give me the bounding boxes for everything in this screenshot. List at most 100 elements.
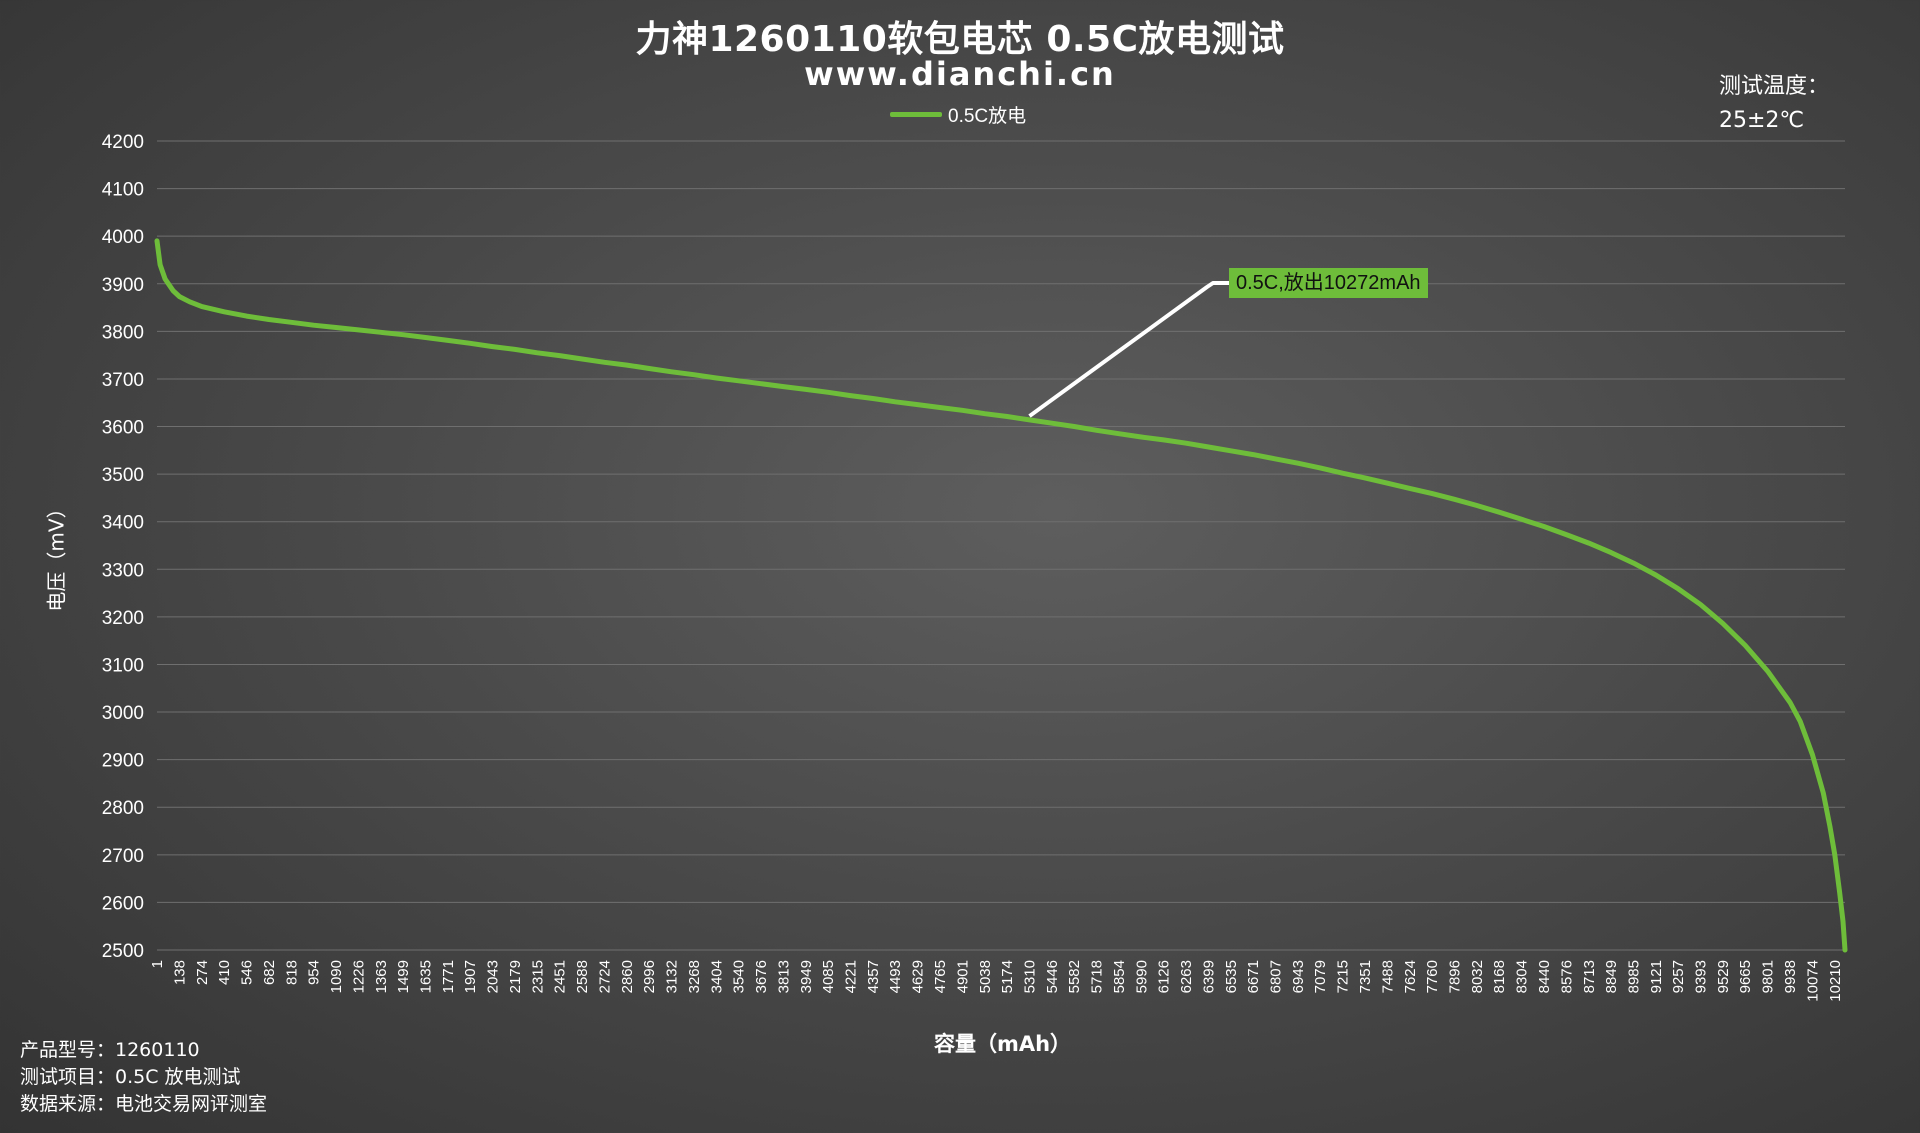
x-tick-label: 10210 bbox=[1827, 960, 1844, 1002]
x-tick-label: 1907 bbox=[462, 960, 479, 993]
y-tick-label: 3100 bbox=[102, 655, 144, 676]
test-temperature: 测试温度： 25±2℃ bbox=[1719, 70, 1829, 138]
info-test-item: 测试项目：0.5C 放电测试 bbox=[20, 1066, 241, 1088]
x-tick-label: 9529 bbox=[1715, 960, 1732, 993]
y-tick-label: 3000 bbox=[102, 703, 144, 724]
y-tick-label: 4000 bbox=[102, 227, 144, 248]
x-tick-label: 2451 bbox=[552, 960, 569, 993]
x-tick-label: 1635 bbox=[418, 960, 435, 993]
chart-subtitle: www.dianchi.cn bbox=[804, 55, 1116, 93]
x-tick-label: 5174 bbox=[999, 960, 1016, 993]
x-tick-label: 4765 bbox=[932, 960, 949, 993]
x-tick-label: 7351 bbox=[1357, 960, 1374, 993]
x-tick-label: 8304 bbox=[1514, 960, 1531, 993]
y-tick-label: 3300 bbox=[102, 560, 144, 581]
y-tick-label: 3600 bbox=[102, 418, 144, 439]
y-tick-label: 3400 bbox=[102, 513, 144, 534]
y-axis-label: 电压（mV） bbox=[44, 498, 69, 612]
x-tick-label: 4085 bbox=[820, 960, 837, 993]
x-tick-label: 3676 bbox=[753, 960, 770, 993]
x-tick-label: 6671 bbox=[1245, 960, 1262, 993]
y-tick-label: 3800 bbox=[102, 322, 144, 343]
y-axis-ticks: 2500 2600 2700 2800 2900 3000 3100 3200 3300 3400… bbox=[102, 132, 144, 962]
x-tick-label: 4901 bbox=[954, 960, 971, 993]
x-tick-label: 9665 bbox=[1737, 960, 1754, 993]
x-tick-label: 682 bbox=[261, 960, 278, 985]
x-tick-label: 2724 bbox=[597, 960, 614, 993]
x-tick-label: 5990 bbox=[1133, 960, 1150, 993]
info-source: 数据来源：电池交易网评测室 bbox=[20, 1093, 268, 1115]
x-tick-label: 5854 bbox=[1111, 960, 1128, 993]
x-tick-label: 138 bbox=[172, 960, 189, 985]
x-tick-label: 7488 bbox=[1379, 960, 1396, 993]
test-temperature-label: 测试温度： bbox=[1719, 74, 1830, 99]
test-temperature-value: 25±2℃ bbox=[1719, 108, 1805, 133]
x-axis-label: 容量（mAh） bbox=[933, 1032, 1072, 1056]
x-tick-label: 5582 bbox=[1066, 960, 1083, 993]
x-tick-label: 6263 bbox=[1178, 960, 1195, 993]
x-tick-label: 3132 bbox=[664, 960, 681, 993]
x-tick-label: 5446 bbox=[1044, 960, 1061, 993]
x-tick-label: 4221 bbox=[843, 960, 860, 993]
x-tick-label: 3949 bbox=[798, 960, 815, 993]
legend: 0.5C放电 bbox=[890, 102, 1027, 127]
capacity-callout: 0.5C,放出10272mAh bbox=[1229, 268, 1428, 298]
x-tick-label: 9801 bbox=[1760, 960, 1777, 993]
series-lines bbox=[154, 238, 1848, 953]
y-tick-label: 2500 bbox=[102, 941, 144, 962]
x-tick-label: 6399 bbox=[1200, 960, 1217, 993]
x-tick-label: 2588 bbox=[574, 960, 591, 993]
gridlines bbox=[157, 140, 1845, 951]
legend-label: 0.5C放电 bbox=[948, 105, 1027, 127]
chart-title: 力神1260110软包电芯 0.5C放电测试 bbox=[635, 19, 1285, 60]
y-tick-label: 3500 bbox=[102, 465, 144, 486]
x-tick-label: 6535 bbox=[1223, 960, 1240, 993]
x-tick-label: 2043 bbox=[485, 960, 502, 993]
x-tick-label: 8849 bbox=[1603, 960, 1620, 993]
x-tick-label: 8032 bbox=[1469, 960, 1486, 993]
x-tick-label: 2860 bbox=[619, 960, 636, 993]
x-axis-ticks: 1 138 274 410 546 682 818 954 1090 1226 1363 1499 16… bbox=[149, 960, 1844, 1002]
x-tick-label: 1363 bbox=[373, 960, 390, 993]
y-tick-label: 2600 bbox=[102, 893, 144, 914]
x-tick-label: 7624 bbox=[1402, 960, 1419, 993]
x-tick-label: 2315 bbox=[529, 960, 546, 993]
x-tick-label: 10074 bbox=[1804, 960, 1821, 1002]
x-tick-label: 5718 bbox=[1089, 960, 1106, 993]
x-tick-label: 274 bbox=[194, 960, 211, 985]
x-tick-label: 8576 bbox=[1558, 960, 1575, 993]
annotation-leader-line bbox=[1028, 281, 1229, 418]
annotation-leader bbox=[1028, 281, 1229, 418]
x-tick-label: 1 bbox=[149, 960, 166, 968]
x-tick-label: 7215 bbox=[1335, 960, 1352, 993]
x-tick-label: 2996 bbox=[641, 960, 658, 993]
y-tick-label: 3200 bbox=[102, 608, 144, 629]
x-tick-label: 8713 bbox=[1581, 960, 1598, 993]
y-tick-label: 3700 bbox=[102, 370, 144, 391]
legend-swatch bbox=[890, 111, 942, 117]
x-tick-label: 3813 bbox=[775, 960, 792, 993]
test-info: 产品型号：1260110 测试项目：0.5C 放电测试 数据来源：电池交易网评测… bbox=[20, 1037, 267, 1118]
y-tick-label: 3900 bbox=[102, 275, 144, 296]
x-tick-label: 3268 bbox=[686, 960, 703, 993]
x-tick-label: 6807 bbox=[1268, 960, 1285, 993]
x-tick-label: 1499 bbox=[395, 960, 412, 993]
x-tick-label: 4357 bbox=[865, 960, 882, 993]
x-tick-label: 9121 bbox=[1648, 960, 1665, 993]
x-tick-label: 4493 bbox=[887, 960, 904, 993]
y-tick-label: 2900 bbox=[102, 751, 144, 772]
x-tick-label: 5038 bbox=[977, 960, 994, 993]
series-line-0 bbox=[154, 238, 1848, 953]
info-model: 产品型号：1260110 bbox=[20, 1039, 200, 1061]
x-tick-label: 954 bbox=[306, 960, 323, 985]
x-tick-label: 6943 bbox=[1290, 960, 1307, 993]
x-tick-label: 8985 bbox=[1625, 960, 1642, 993]
y-tick-label: 4200 bbox=[102, 132, 144, 153]
x-tick-label: 7079 bbox=[1312, 960, 1329, 993]
x-tick-label: 8440 bbox=[1536, 960, 1553, 993]
x-tick-label: 3404 bbox=[708, 960, 725, 993]
y-tick-label: 4100 bbox=[102, 180, 144, 201]
x-tick-label: 8168 bbox=[1491, 960, 1508, 993]
x-tick-label: 7896 bbox=[1447, 960, 1464, 993]
